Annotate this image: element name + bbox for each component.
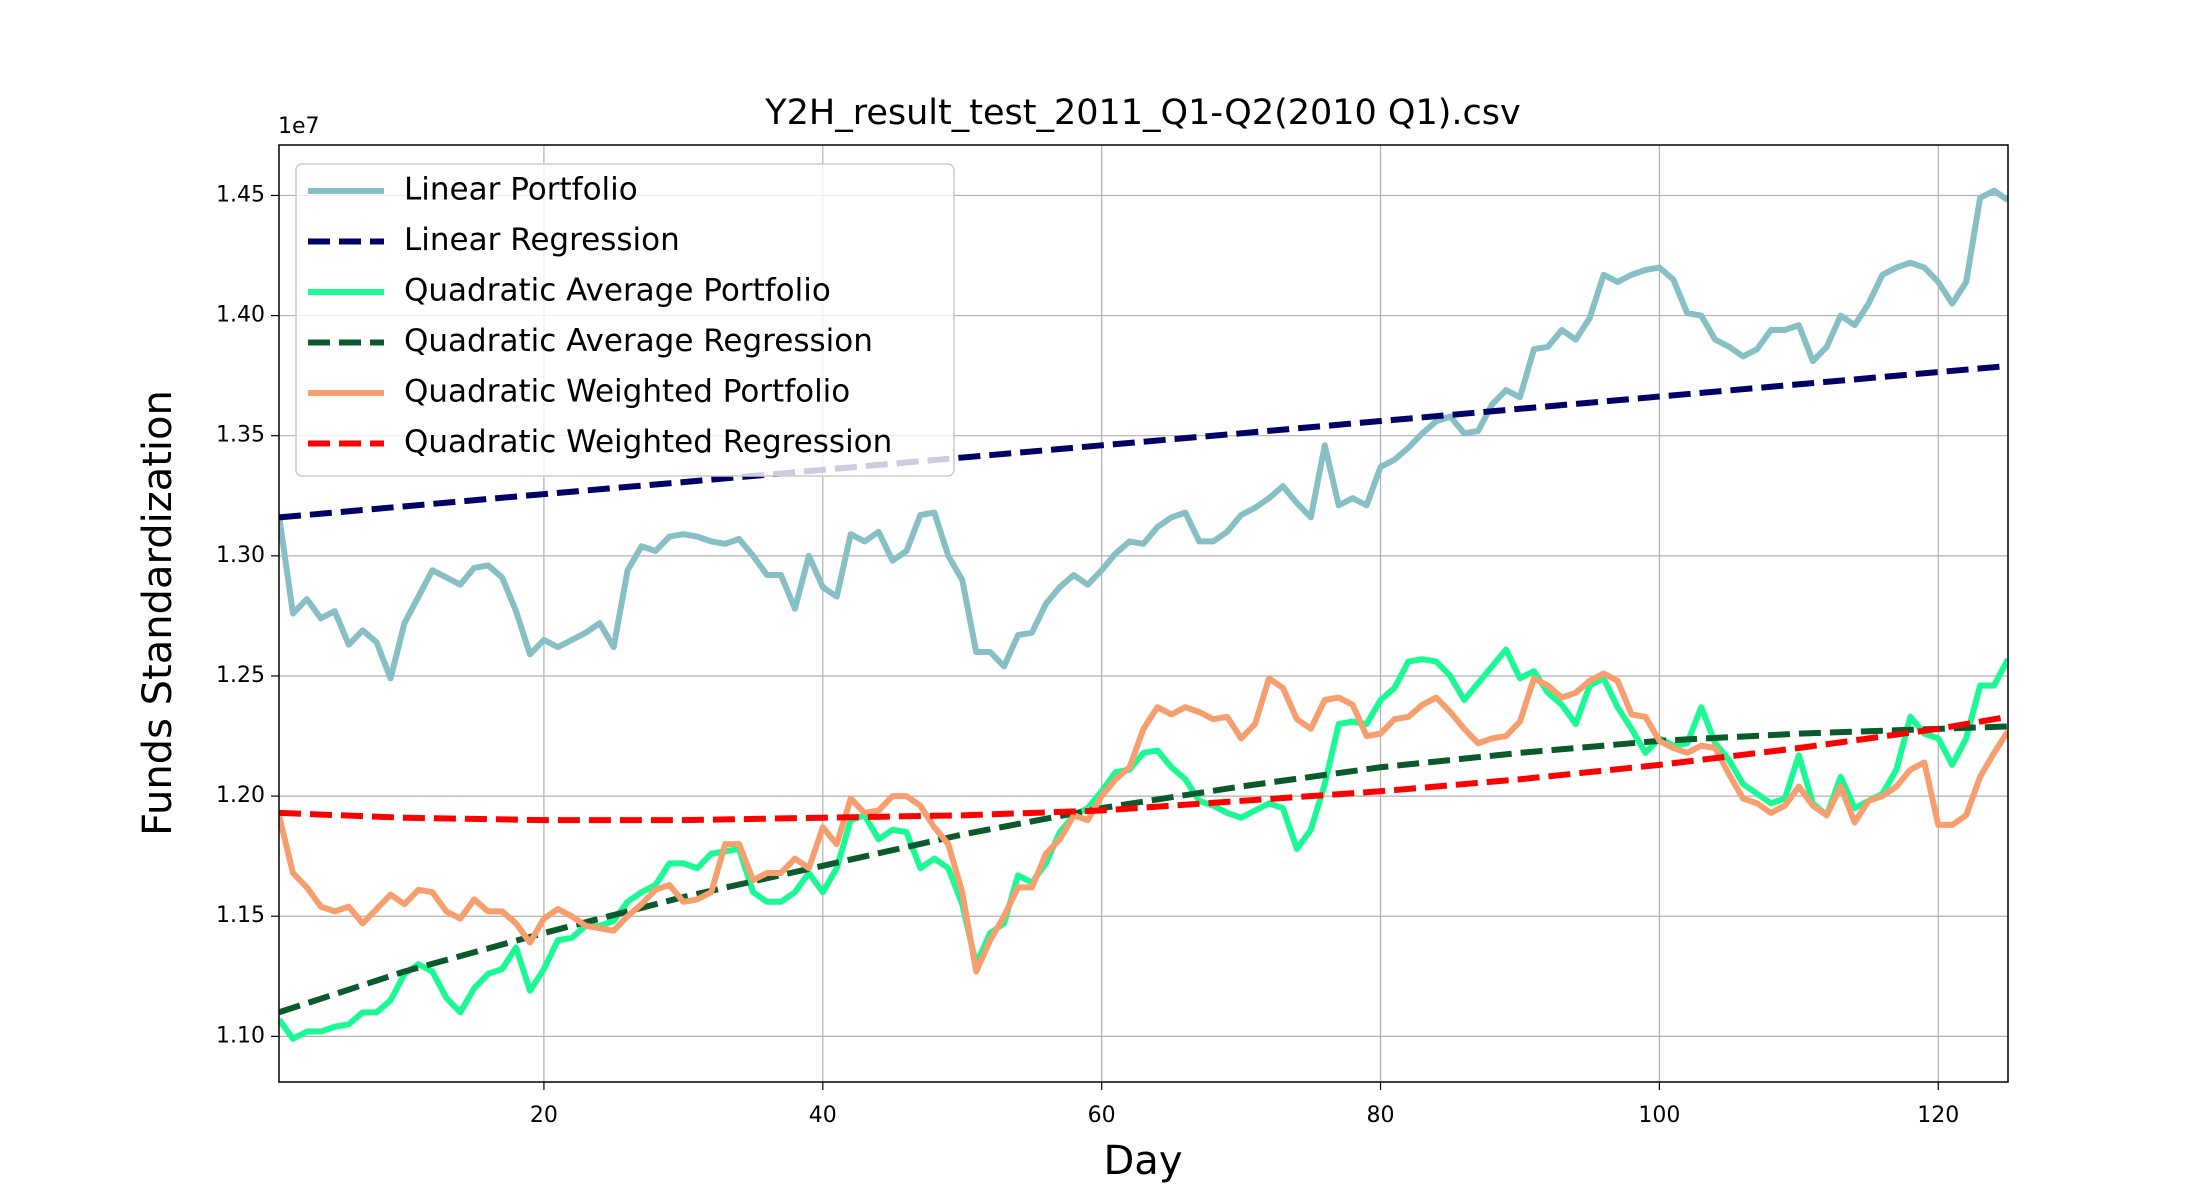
offset-label: 1e7 (278, 114, 320, 139)
series-line (279, 713, 2008, 824)
y-tick-label: 1.30 (216, 543, 265, 568)
legend-label: Quadratic Average Portfolio (404, 273, 831, 309)
legend-box (295, 163, 955, 477)
x-tick-label: 80 (1367, 1103, 1395, 1128)
y-tick-label: 1.40 (216, 303, 265, 328)
y-tick-label: 1.15 (216, 903, 265, 928)
y-tick-label: 1.25 (216, 663, 265, 688)
y-axis-label: Funds Standardization (135, 390, 181, 836)
chart-title: Y2H_result_test_2011_Q1-Q2(2010 Q1).csv (764, 93, 1520, 133)
y-tick-label: 1.45 (216, 182, 265, 207)
x-axis-label: Day (1104, 1138, 1183, 1184)
plot-lines (279, 187, 2008, 1042)
series-line (279, 187, 2008, 682)
x-tick-label: 20 (530, 1103, 558, 1128)
legend-label: Quadratic Average Regression (404, 323, 873, 359)
y-tick-label: 1.10 (216, 1023, 265, 1048)
legend-label: Quadratic Weighted Regression (404, 424, 892, 460)
legend-label: Linear Portfolio (404, 172, 638, 208)
ticks: 20 40 60 80 100 120 1.10 1.15 1.20 1.25 1.30 1.35 1.… (216, 182, 1959, 1128)
legend: Linear Portfolio Linear Regression Quadrat… (295, 163, 955, 477)
x-tick-label: 60 (1088, 1103, 1116, 1128)
legend-label: Quadratic Weighted Portfolio (404, 374, 850, 410)
series-line (279, 363, 2008, 521)
y-tick-label: 1.35 (216, 423, 265, 448)
legend-label: Linear Regression (404, 222, 680, 258)
x-tick-label: 40 (809, 1103, 837, 1128)
plot-frame (278, 144, 2009, 1083)
y-tick-label: 1.20 (216, 783, 265, 808)
series-line (279, 646, 2008, 1042)
x-tick-label: 120 (1917, 1103, 1959, 1128)
x-tick-label: 100 (1638, 1103, 1680, 1128)
series-line (279, 723, 2008, 1016)
